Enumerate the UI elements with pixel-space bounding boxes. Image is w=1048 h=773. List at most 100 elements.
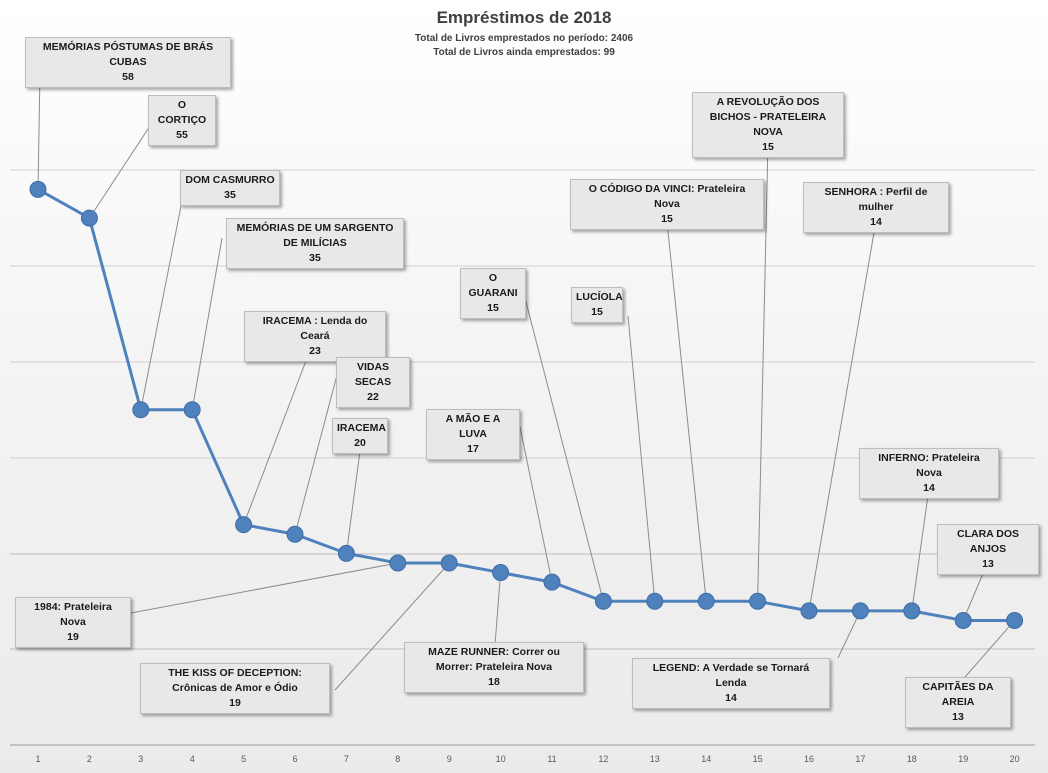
data-label: IRACEMA : Lenda do Ceará 23 — [244, 311, 386, 362]
data-label: THE KISS OF DECEPTION: Crônicas de Amor … — [140, 663, 330, 714]
data-label-value: 22 — [367, 391, 379, 403]
data-label: A REVOLUÇÃO DOS BICHOS - PRATELEIRA NOVA… — [692, 92, 844, 158]
data-label: O CÓDIGO DA VINCI: Prateleira Nova 15 — [570, 179, 764, 230]
data-label-title: MAZE RUNNER: Correr ou Morrer: Prateleir… — [428, 646, 560, 673]
x-tick-label: 11 — [547, 754, 556, 764]
x-tick-label: 19 — [958, 754, 968, 764]
x-tick-label: 5 — [241, 754, 246, 764]
data-label: LEGEND: A Verdade se Tornará Lenda 14 — [632, 658, 830, 709]
data-label-value: 14 — [923, 482, 935, 494]
x-tick-label: 13 — [650, 754, 660, 764]
data-label-value: 19 — [67, 631, 79, 643]
data-label-value: 13 — [952, 711, 964, 723]
data-label-value: 23 — [309, 345, 321, 357]
x-tick-label: 2 — [87, 754, 92, 764]
leader-line — [964, 620, 1015, 678]
data-point — [594, 592, 612, 610]
data-label-value: 35 — [309, 252, 321, 264]
data-label-value: 19 — [229, 697, 241, 709]
data-label-title: O CÓDIGO DA VINCI: Prateleira Nova — [588, 183, 746, 210]
data-label-value: 20 — [354, 437, 366, 449]
data-label-title: MEMÓRIAS DE UM SARGENTO DE MILÍCIAS — [236, 222, 394, 249]
data-point — [749, 592, 767, 610]
data-point — [132, 401, 150, 419]
data-point — [954, 611, 972, 629]
data-label: SENHORA : Perfil de mulher 14 — [803, 182, 949, 233]
data-label-value: 15 — [762, 141, 774, 153]
data-label-title: MEMÓRIAS PÓSTUMAS DE BRÁS CUBAS — [42, 41, 214, 68]
data-label-value: 15 — [661, 213, 673, 225]
data-label-title: SENHORA : Perfil de mulher — [824, 186, 928, 213]
leader-line — [140, 200, 183, 410]
data-point — [492, 564, 510, 582]
chart-subtitle-total: Total de Livros emprestados no período: … — [414, 33, 634, 44]
series-line — [37, 188, 1015, 622]
leader-line — [88, 125, 151, 219]
data-label-value: 58 — [122, 71, 134, 83]
data-label: O GUARANI 15 — [460, 268, 526, 319]
x-tick-label: 17 — [855, 754, 865, 764]
x-tick-label: 10 — [496, 754, 506, 764]
data-label-value: 35 — [224, 189, 236, 201]
data-label: MAZE RUNNER: Correr ou Morrer: Prateleir… — [404, 642, 584, 693]
leader-line — [524, 297, 604, 602]
x-tick-label: 3 — [138, 754, 143, 764]
x-tick-label: 6 — [292, 754, 297, 764]
data-label-title: IRACEMA — [337, 422, 386, 434]
leader-line — [837, 610, 861, 659]
data-point — [235, 516, 253, 534]
data-label-value: 13 — [982, 558, 994, 570]
x-tick-label: 9 — [447, 754, 452, 764]
data-point — [800, 602, 818, 620]
x-tick-label: 7 — [344, 754, 349, 764]
chart-subtitle-outstanding: Total de Livros ainda emprestados: 99 — [433, 47, 615, 58]
data-label-title: INFERNO: Prateleira Nova — [878, 452, 980, 479]
data-label: DOM CASMURRO 35 — [180, 170, 280, 206]
leader-line — [808, 214, 878, 611]
data-label-title: O CORTIÇO — [157, 99, 207, 126]
data-point — [440, 554, 458, 572]
leader-line — [130, 562, 398, 614]
data-label-title: VIDAS SECAS — [354, 361, 392, 388]
data-label-title: LUCÍOLA — [576, 291, 623, 303]
x-tick-label: 8 — [395, 754, 400, 764]
leader-line — [627, 315, 656, 602]
data-point — [29, 180, 47, 198]
x-tick-label: 16 — [804, 754, 814, 764]
data-label-title: A REVOLUÇÃO DOS BICHOS - PRATELEIRA NOVA — [709, 96, 827, 138]
data-point — [337, 544, 355, 562]
data-label: CLARA DOS ANJOS 13 — [937, 524, 1039, 575]
data-label-value: 15 — [591, 306, 603, 318]
data-point — [183, 401, 201, 419]
leader-line — [243, 344, 313, 525]
data-label-value: 15 — [487, 302, 499, 314]
x-tick-label: 4 — [190, 754, 195, 764]
data-label-value: 14 — [725, 692, 737, 704]
leader-line — [191, 237, 223, 410]
data-label: MEMÓRIAS DE UM SARGENTO DE MILÍCIAS 35 — [226, 218, 404, 269]
leader-line — [37, 71, 41, 190]
data-label-title: A MÃO E A LUVA — [445, 413, 501, 440]
data-point — [646, 592, 664, 610]
data-label-title: IRACEMA : Lenda do Ceará — [262, 315, 368, 342]
leader-line — [911, 480, 931, 611]
data-point — [543, 573, 561, 591]
data-label-title: O GUARANI — [468, 272, 518, 299]
data-point — [903, 602, 921, 620]
leader-line — [494, 572, 502, 646]
data-point — [286, 525, 304, 543]
x-tick-label: 14 — [701, 754, 711, 764]
leader-line — [757, 141, 769, 602]
data-label-title: DOM CASMURRO — [185, 174, 275, 186]
data-label-value: 18 — [488, 676, 500, 688]
data-label: 1984: Prateleira Nova 19 — [15, 597, 131, 648]
data-label-title: 1984: Prateleira Nova — [34, 601, 112, 628]
data-label: CAPITÃES DA AREIA 13 — [905, 677, 1011, 728]
data-point — [80, 209, 98, 227]
data-label: O CORTIÇO 55 — [148, 95, 216, 146]
leader-line — [519, 426, 553, 583]
data-point — [851, 602, 869, 620]
data-label: INFERNO: Prateleira Nova 14 — [859, 448, 999, 499]
